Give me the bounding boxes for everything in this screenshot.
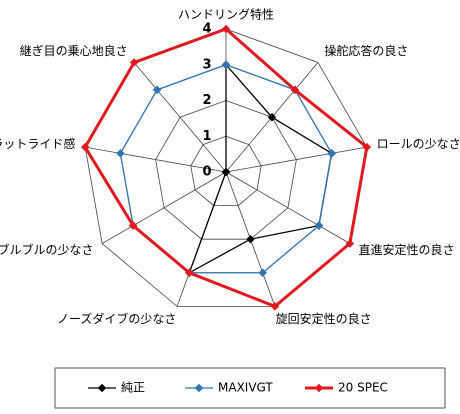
legend-marker (97, 383, 107, 393)
legend-label: 純正 (121, 381, 145, 395)
series (80, 24, 372, 311)
data-point (80, 142, 90, 152)
data-point (270, 302, 280, 311)
category-label: 操舵応答の良さ (324, 43, 408, 58)
legend-box (54, 367, 446, 409)
category-label: 旋回安定性の良さ (276, 311, 372, 326)
r-tick-label: 3 (202, 57, 211, 72)
spoke (133, 62, 227, 173)
data-point (267, 112, 277, 122)
r-tick-label: 2 (202, 93, 211, 108)
spoke (225, 171, 351, 244)
category-label: ロールの少なさ (377, 137, 460, 151)
spoke (225, 146, 367, 173)
data-point (116, 149, 125, 158)
category-label: フラットライド感 (0, 136, 75, 151)
data-point (327, 149, 336, 158)
spoke (85, 146, 227, 173)
data-point (185, 268, 194, 278)
r-tick-label: 4 (202, 22, 211, 37)
grid-ring (155, 100, 297, 240)
series-line (119, 64, 333, 274)
category-label: ハンドリング特性 (178, 7, 274, 22)
legend: 純正 MAXIVGT 20 SPEC (88, 381, 388, 395)
legend-marker (314, 383, 324, 393)
category-label: 直進安定性の良さ (359, 242, 455, 257)
category-label: ブルブルの少なさ (0, 242, 93, 257)
legend-marker (194, 383, 204, 393)
data-point (345, 239, 355, 248)
data-point (258, 268, 267, 278)
data-point (246, 234, 255, 244)
data-point (221, 167, 231, 177)
grid-ring (190, 135, 262, 206)
series-line (188, 63, 333, 275)
data-point (128, 221, 138, 230)
data-point (314, 221, 324, 230)
labels: 0 1 2 3 4ハンドリング特性操舵応答の良さロールの少なさ直進安定性の良さ旋回安定性… (0, 7, 460, 327)
legend-label: 20 SPEC (338, 381, 388, 395)
r-tick-label: 0 (202, 165, 211, 180)
data-point (362, 142, 372, 152)
series-line (83, 27, 369, 309)
category-label: 継ぎ目の乗心地良さ (20, 43, 128, 58)
category-label: ノーズダイブの少なさ (57, 311, 176, 326)
spoke (101, 171, 227, 244)
data-point (290, 85, 300, 95)
data-point (221, 60, 231, 69)
legend-label: MAXIVGT (218, 381, 273, 395)
data-point (152, 85, 162, 95)
r-tick-label: 1 (202, 129, 211, 144)
